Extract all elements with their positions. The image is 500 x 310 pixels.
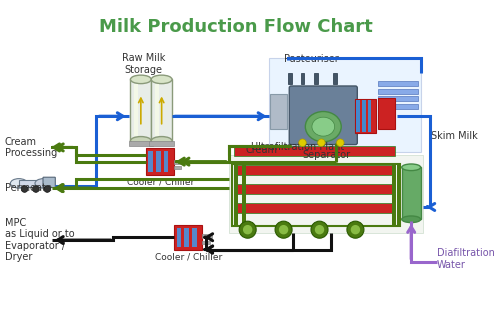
Bar [397, 164, 401, 226]
Bar [378, 96, 418, 101]
Text: Cream
Processing: Cream Processing [4, 137, 57, 158]
Text: Permeate: Permeate [4, 183, 52, 193]
Bar [314, 73, 318, 84]
Ellipse shape [130, 137, 151, 145]
Text: Diafiltration
Water: Diafiltration Water [436, 248, 494, 270]
FancyBboxPatch shape [43, 177, 56, 188]
FancyBboxPatch shape [290, 86, 358, 144]
Bar [270, 58, 420, 152]
Bar [234, 203, 395, 213]
Circle shape [279, 225, 288, 234]
Bar [332, 73, 336, 84]
Circle shape [243, 225, 252, 234]
Bar [234, 184, 395, 194]
Bar [174, 160, 184, 163]
Text: Milk Production Flow Chart: Milk Production Flow Chart [100, 18, 373, 36]
Circle shape [350, 225, 360, 234]
Ellipse shape [402, 216, 420, 223]
Bar [234, 164, 238, 226]
Circle shape [32, 186, 39, 192]
Bar [184, 228, 189, 247]
Circle shape [44, 186, 51, 192]
Bar [155, 84, 159, 136]
Bar [378, 104, 418, 109]
Text: MPC
as Liquid or to
Evaporator /
Dryer: MPC as Liquid or to Evaporator / Dryer [4, 218, 74, 263]
Ellipse shape [10, 179, 28, 188]
Ellipse shape [402, 164, 420, 171]
Bar [148, 151, 153, 172]
Ellipse shape [312, 117, 334, 136]
Bar [378, 81, 418, 86]
Bar [202, 234, 211, 238]
Bar [232, 164, 400, 226]
Ellipse shape [35, 179, 52, 188]
Ellipse shape [151, 75, 172, 84]
Ellipse shape [130, 75, 151, 84]
Bar [229, 155, 424, 233]
Bar [362, 100, 366, 132]
Circle shape [336, 139, 344, 147]
Bar [174, 225, 203, 250]
Text: Separator: Separator [302, 150, 350, 160]
Bar [192, 228, 196, 247]
Bar [356, 99, 376, 133]
Ellipse shape [151, 137, 172, 145]
Text: Pasteuriser: Pasteuriser [284, 54, 339, 64]
Bar [156, 151, 160, 172]
Bar [402, 167, 420, 219]
Text: Cooler / Chiller: Cooler / Chiller [156, 252, 222, 261]
Bar [300, 73, 304, 84]
Bar [134, 84, 138, 136]
Bar [378, 98, 395, 129]
Text: Ultrafiltration Plant: Ultrafiltration Plant [251, 142, 344, 152]
Text: Cooler / Chiller: Cooler / Chiller [127, 178, 194, 187]
Bar [130, 79, 151, 141]
Bar [368, 100, 372, 132]
Bar [270, 94, 287, 130]
Text: Cream: Cream [246, 145, 278, 155]
Circle shape [298, 139, 306, 147]
Bar [150, 141, 174, 147]
Bar [234, 147, 395, 156]
Circle shape [22, 186, 28, 192]
Bar [202, 241, 210, 244]
Bar [164, 151, 168, 172]
Bar [151, 79, 172, 141]
Bar [392, 164, 396, 226]
Circle shape [318, 139, 325, 147]
Bar [242, 164, 246, 226]
Text: Raw Milk
Storage: Raw Milk Storage [122, 53, 166, 75]
Bar [378, 89, 418, 94]
Circle shape [275, 221, 292, 238]
Bar [128, 141, 153, 147]
Bar [288, 73, 292, 84]
Circle shape [239, 221, 256, 238]
Bar [146, 148, 174, 175]
Ellipse shape [306, 112, 341, 142]
Bar [356, 100, 360, 132]
Bar [234, 166, 395, 175]
Circle shape [311, 221, 328, 238]
Bar [19, 179, 44, 187]
Text: Skim Milk: Skim Milk [431, 131, 478, 141]
Bar [174, 166, 182, 169]
Circle shape [315, 225, 324, 234]
Bar [177, 228, 182, 247]
Circle shape [347, 221, 364, 238]
